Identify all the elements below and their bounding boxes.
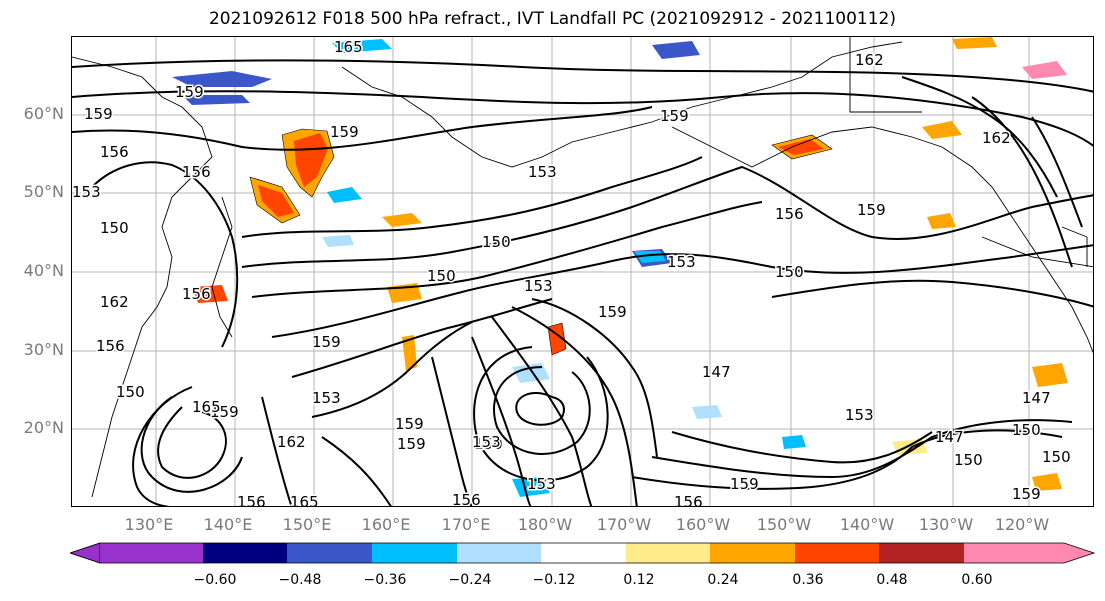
- contour-label: 156: [182, 163, 211, 181]
- contour-label: 156: [100, 143, 129, 161]
- contour-label: 156: [182, 285, 211, 303]
- contour-label: 159: [598, 303, 627, 321]
- contour-label: 156: [452, 491, 481, 507]
- colorbar: [70, 542, 1096, 564]
- colorbar-segment: [879, 543, 964, 563]
- contour-label: 150: [482, 233, 511, 251]
- lon-label: 140°W: [839, 515, 895, 534]
- contour-label: 162: [100, 293, 129, 311]
- colorbar-tick-label: −0.48: [278, 572, 322, 588]
- contour-label: 156: [96, 337, 125, 355]
- contour-label: 156: [775, 205, 804, 223]
- colorbar-max-arrow: [964, 543, 1094, 563]
- contour-label: 150: [954, 451, 983, 469]
- colorbar-tick-label: 0.24: [707, 572, 739, 588]
- colorbar-segment: [203, 543, 287, 563]
- contour-label: 153: [312, 389, 341, 407]
- contour-label: 153: [667, 253, 696, 271]
- colorbar-segment: [541, 543, 626, 563]
- contour-label: 165: [334, 38, 363, 56]
- colorbar-tick-label: −0.36: [363, 572, 407, 588]
- contour-label: 153: [524, 277, 553, 295]
- contour-label: 150: [474, 435, 503, 453]
- lon-label: 170°W: [596, 515, 652, 534]
- contour-label: 153: [527, 475, 556, 493]
- contour-label: 159: [84, 105, 113, 123]
- lat-label: 40°N: [23, 261, 64, 280]
- colorbar-segment: [626, 543, 710, 563]
- colorbar-tick-label: 0.36: [792, 572, 824, 588]
- colorbar-segment: [795, 543, 879, 563]
- contour-label: 159: [395, 415, 424, 433]
- contour-label: 150: [1042, 448, 1071, 466]
- lon-label: 150°W: [756, 515, 812, 534]
- contour-label: 162: [277, 433, 306, 451]
- lon-label: 170°E: [441, 515, 491, 534]
- colorbar-tick-label: 0.48: [876, 572, 908, 588]
- contour-label: 150: [775, 263, 804, 281]
- contour-label: 165: [192, 398, 221, 416]
- contour-label: 147: [935, 428, 964, 446]
- colorbar-outline: [70, 542, 1096, 564]
- lat-label: 50°N: [23, 182, 64, 201]
- map-panel: 165 159 162 159 156 159 150 159 156 153 150 153 150 1…: [71, 36, 1094, 507]
- contour-label: 159: [857, 201, 886, 219]
- colorbar-segment: [287, 543, 372, 563]
- lon-label: 140°E: [203, 515, 253, 534]
- contour-label: 153: [528, 163, 557, 181]
- coastlines: [72, 37, 1093, 498]
- contour-labels: 1651591621591561591501591561531501531501…: [72, 37, 1072, 507]
- contour-label: 159: [730, 475, 759, 493]
- contour-label: 159: [175, 83, 204, 101]
- lon-label: 180°W: [517, 515, 573, 534]
- contour-label: 159: [1012, 485, 1041, 503]
- contour-label: 162: [982, 129, 1011, 147]
- colorbar-segment: [457, 543, 541, 563]
- contour-label: 150: [427, 267, 456, 285]
- lon-label: 120°W: [994, 515, 1050, 534]
- contour-label: 159: [397, 435, 426, 453]
- contour-label: 159: [660, 107, 689, 125]
- contour-label: 150: [1012, 421, 1041, 439]
- contour-label: 153: [845, 406, 874, 424]
- lon-label: 160°E: [361, 515, 411, 534]
- contour-label: 150: [116, 383, 145, 401]
- colorbar-tick-label: −0.24: [448, 572, 492, 588]
- ivt-pc-shading: [172, 37, 1068, 497]
- height-contours: [72, 59, 1093, 506]
- contour-label: 147: [1022, 389, 1051, 407]
- colorbar-segment: [710, 543, 795, 563]
- contour-label: 150: [100, 219, 129, 237]
- lon-label: 130°W: [918, 515, 974, 534]
- map-canvas: 1651591621591561591501591561531501531501…: [72, 37, 1093, 507]
- lon-label: 150°E: [282, 515, 332, 534]
- map-title: 2021092612 F018 500 hPa refract., IVT La…: [208, 9, 896, 29]
- contour-label: 159: [330, 123, 359, 141]
- contour-label: 156: [674, 493, 703, 507]
- colorbar-tick-label: −0.12: [532, 572, 576, 588]
- contour-label: 165: [290, 493, 319, 507]
- contour-label: 156: [237, 493, 266, 507]
- contour-label: 153: [472, 433, 501, 451]
- colorbar-segment: [100, 543, 203, 563]
- contour-label: 159: [312, 333, 341, 351]
- lat-label: 60°N: [23, 104, 64, 123]
- lat-label: 30°N: [23, 340, 64, 359]
- lon-label: 130°E: [124, 515, 174, 534]
- contour-label: 147: [702, 363, 731, 381]
- lon-label: 160°W: [675, 515, 731, 534]
- contour-label: 159: [210, 403, 239, 421]
- colorbar-tick-label: 0.12: [623, 572, 655, 588]
- lat-label: 20°N: [23, 418, 64, 437]
- colorbar-min-arrow: [70, 542, 101, 564]
- contour-label: 153: [72, 183, 101, 201]
- colorbar-segment: [372, 543, 457, 563]
- colorbar-tick-label: −0.60: [193, 572, 237, 588]
- contour-label: 162: [855, 51, 884, 69]
- colorbar-tick-label: 0.60: [961, 572, 993, 588]
